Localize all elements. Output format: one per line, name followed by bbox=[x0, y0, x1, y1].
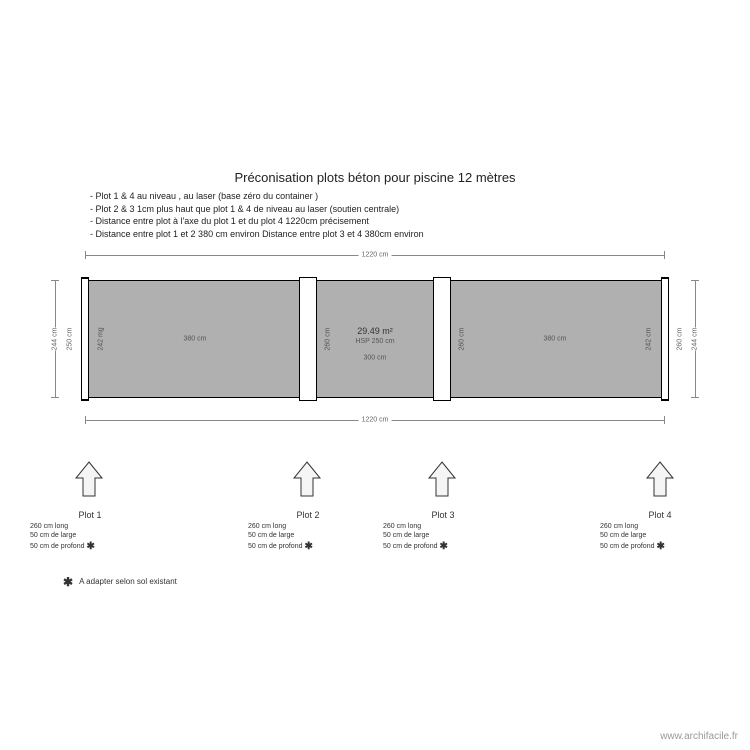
plot-dim: 50 cm de large bbox=[383, 531, 503, 540]
up-arrow-icon bbox=[425, 460, 459, 500]
dim-tick bbox=[691, 397, 699, 398]
dim-tick bbox=[51, 397, 59, 398]
dim-label-right-mid: 260 cm bbox=[674, 328, 687, 351]
dim-tick bbox=[664, 416, 665, 424]
note-line: Plot 1 & 4 au niveau , au laser (base zé… bbox=[90, 190, 424, 203]
dim-plot2-height: 260 cm bbox=[325, 328, 332, 351]
dim-tick bbox=[691, 280, 699, 281]
dim-label-right-outer: 244 cm bbox=[689, 328, 702, 351]
footnote-text: A adapter selon sol existant bbox=[79, 577, 177, 586]
plot-dim: 50 cm de profond✱ bbox=[600, 540, 720, 553]
asterisk-icon: ✱ bbox=[86, 540, 94, 553]
plot-4-label: Plot 4 260 cm long 50 cm de large 50 cm … bbox=[600, 510, 720, 553]
plot-dim: 260 cm long bbox=[600, 522, 720, 531]
plot-2-label: Plot 2 260 cm long 50 cm de large 50 cm … bbox=[248, 510, 368, 553]
asterisk-icon: ✱ bbox=[439, 540, 447, 553]
plot-name: Plot 2 bbox=[248, 510, 368, 520]
dim-label-left-mid: 250 cm bbox=[64, 328, 77, 351]
dim-plot3-height: 260 cm bbox=[459, 328, 466, 351]
plot-1-label: Plot 1 260 cm long 50 cm de large 50 cm … bbox=[30, 510, 150, 553]
pool-center-text: 29.49 m² HSP 250 cm bbox=[85, 326, 665, 345]
asterisk-icon: ✱ bbox=[63, 575, 73, 589]
dim-label-left-outer: 244 cm bbox=[49, 328, 62, 351]
plot-dim: 260 cm long bbox=[248, 522, 368, 531]
up-arrow-icon bbox=[72, 460, 106, 500]
plot-dim: 260 cm long bbox=[30, 522, 150, 531]
pool-area: 29.49 m² bbox=[85, 326, 665, 336]
dim-tick bbox=[85, 416, 86, 424]
dim-tick bbox=[85, 251, 86, 259]
note-line: Distance entre plot à l'axe du plot 1 et… bbox=[90, 215, 424, 228]
dim-gap-1-2: 380 cm bbox=[184, 336, 207, 343]
asterisk-icon: ✱ bbox=[656, 540, 664, 553]
watermark: www.archifacile.fr bbox=[660, 731, 738, 742]
dim-tick bbox=[51, 280, 59, 281]
dim-right-inner: 242 cm bbox=[646, 328, 653, 351]
plot-name: Plot 4 bbox=[600, 510, 720, 520]
plot-dim: 50 cm de profond✱ bbox=[30, 540, 150, 553]
asterisk-icon: ✱ bbox=[304, 540, 312, 553]
notes-block: Plot 1 & 4 au niveau , au laser (base zé… bbox=[90, 190, 424, 240]
up-arrow-icon bbox=[643, 460, 677, 500]
dim-label-top-outer: 1220 cm bbox=[359, 252, 392, 259]
plan-area: 29.49 m² HSP 250 cm 380 cm 380 cm 300 cm… bbox=[85, 280, 665, 398]
plot-dim: 50 cm de large bbox=[248, 531, 368, 540]
plot-dim: 50 cm de large bbox=[600, 531, 720, 540]
dim-gap-3-4: 380 cm bbox=[544, 336, 567, 343]
dim-label-bottom-outer: 1220 cm bbox=[359, 417, 392, 424]
plot-dim: 50 cm de profond✱ bbox=[383, 540, 503, 553]
page-title: Préconisation plots béton pour piscine 1… bbox=[0, 170, 750, 185]
plot-dim: 50 cm de profond✱ bbox=[248, 540, 368, 553]
up-arrow-icon bbox=[290, 460, 324, 500]
dim-left-inner: 242 mg bbox=[98, 327, 105, 350]
dim-width-2-3: 300 cm bbox=[364, 355, 387, 362]
note-line: Distance entre plot 1 et 2 380 cm enviro… bbox=[90, 228, 424, 241]
note-line: Plot 2 & 3 1cm plus haut que plot 1 & 4 … bbox=[90, 203, 424, 216]
dim-tick bbox=[664, 251, 665, 259]
plot-3-label: Plot 3 260 cm long 50 cm de large 50 cm … bbox=[383, 510, 503, 553]
plot-name: Plot 1 bbox=[30, 510, 150, 520]
plot-name: Plot 3 bbox=[383, 510, 503, 520]
pool-hsp: HSP 250 cm bbox=[85, 338, 665, 345]
plot-dim: 260 cm long bbox=[383, 522, 503, 531]
plot-dim: 50 cm de large bbox=[30, 531, 150, 540]
footnote: ✱ A adapter selon sol existant bbox=[63, 575, 177, 589]
